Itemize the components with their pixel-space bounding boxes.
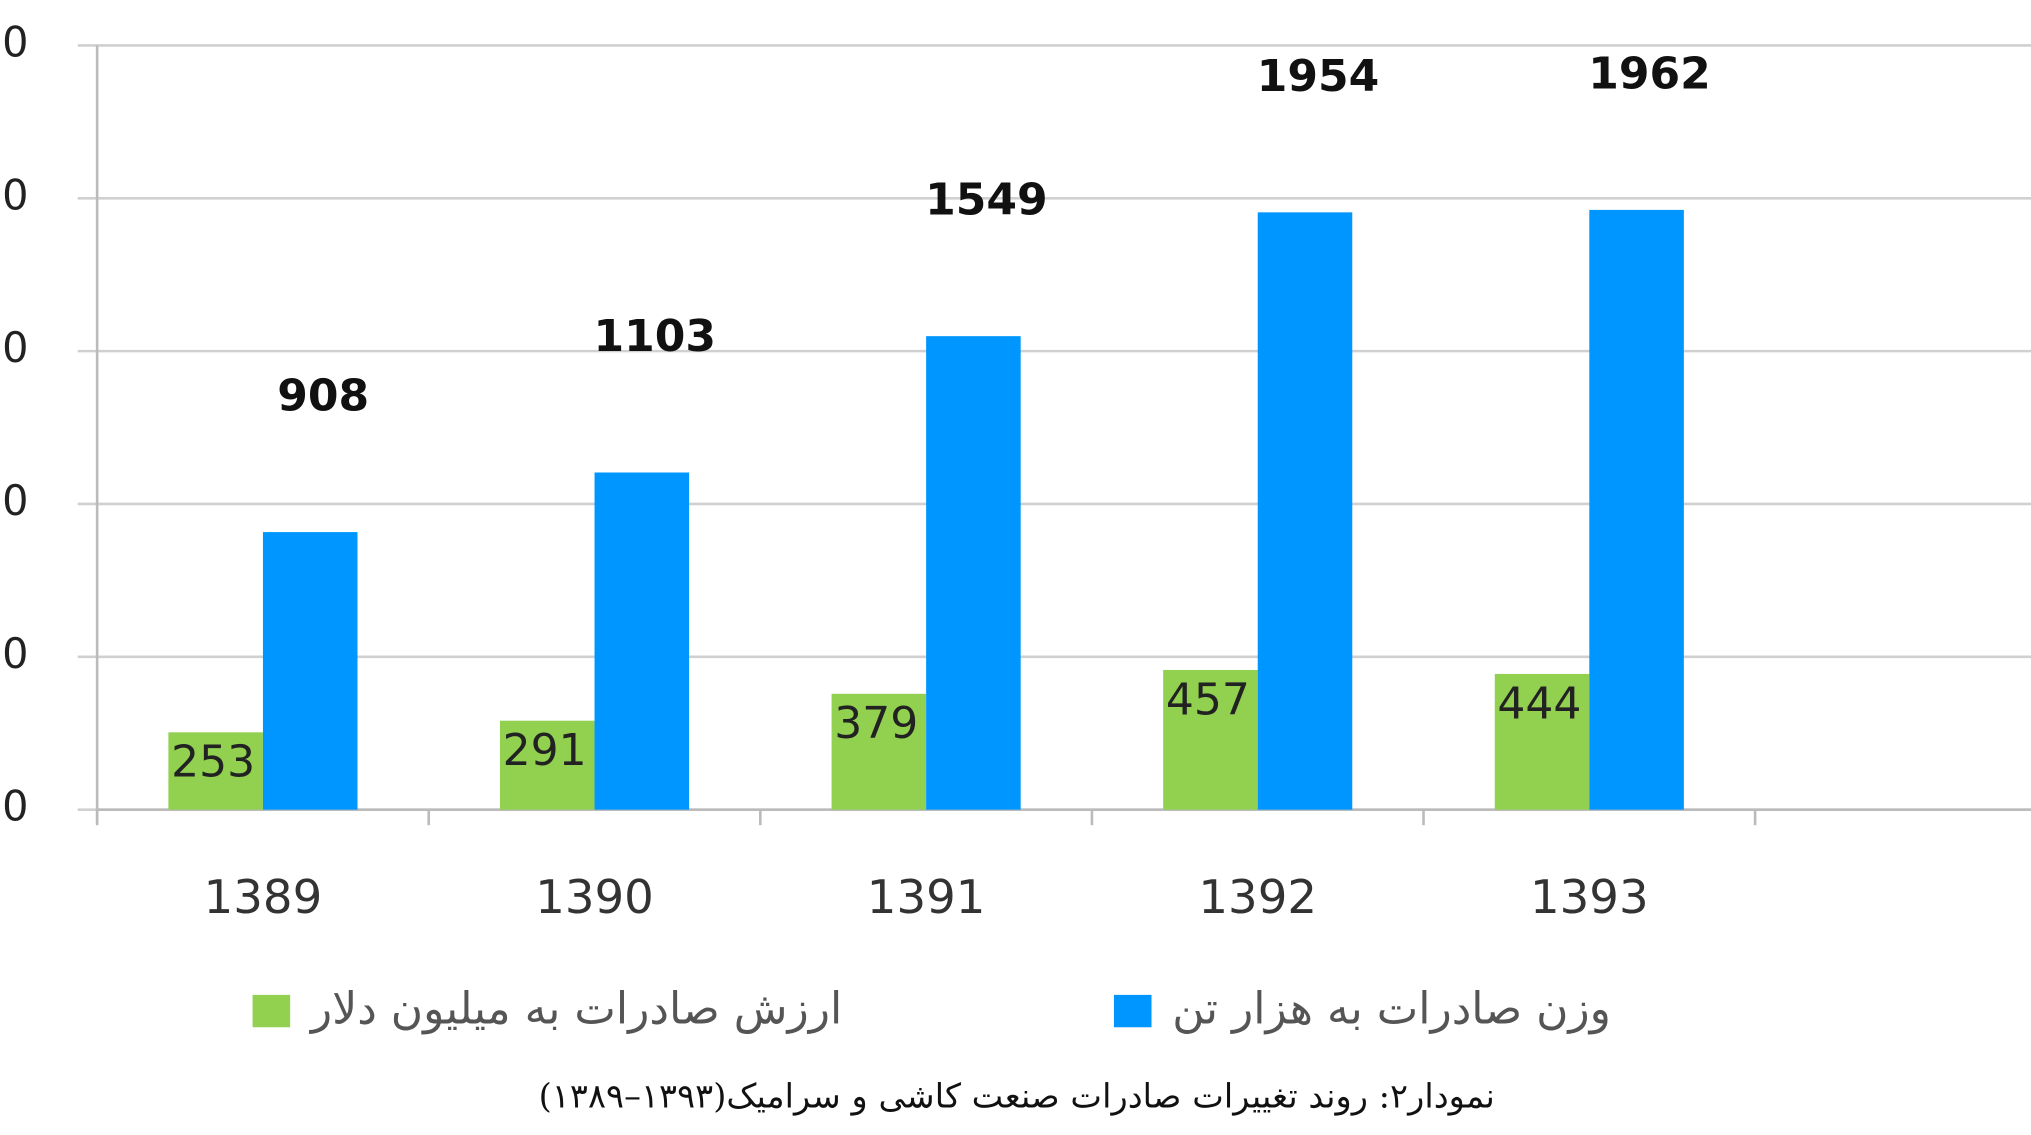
y-tick-label: 2000 (0, 171, 28, 219)
y-tick-label: 2500 (0, 18, 28, 66)
x-tick-label: 1391 (867, 870, 986, 924)
data-label: 1549 (925, 175, 1048, 226)
bar (831, 693, 927, 810)
bar (1163, 669, 1258, 810)
data-label: 1103 (594, 311, 717, 362)
data-label: 1962 (1588, 48, 1711, 99)
y-tick-label: 1500 (0, 324, 28, 372)
data-label: 291 (503, 725, 587, 776)
bar (1494, 673, 1590, 810)
data-label: 908 (277, 371, 369, 422)
legend-label: وزن صادرات به هزار تن (1172, 984, 1611, 1035)
data-label: 253 (171, 737, 255, 788)
x-tick-label: 1389 (204, 870, 323, 924)
data-label: 1954 (1257, 51, 1380, 102)
y-tick-label: 500 (0, 630, 28, 678)
x-tick-label: 1390 (535, 870, 654, 924)
bar (594, 472, 690, 810)
bar (499, 720, 595, 810)
legend-label: ارزش صادرات به میلیون دلار (309, 984, 842, 1035)
bar (926, 336, 1021, 810)
y-tick-label: 1000 (0, 477, 28, 525)
legend-swatch (1113, 994, 1152, 1028)
bar (262, 532, 358, 810)
bar (1257, 212, 1353, 810)
bar (168, 732, 263, 810)
x-tick-label: 1392 (1198, 870, 1317, 924)
y-tick-label: 0 (2, 783, 28, 831)
data-label: 457 (1166, 674, 1250, 725)
legend-swatch (252, 994, 291, 1028)
data-label: 444 (1497, 678, 1581, 729)
x-tick-label: 1393 (1530, 870, 1649, 924)
data-label: 379 (834, 698, 918, 749)
chart-caption: نمودار۲: روند تغییرات صادرات صنعت کاشی و… (539, 1077, 1495, 1117)
bar (1589, 209, 1684, 810)
